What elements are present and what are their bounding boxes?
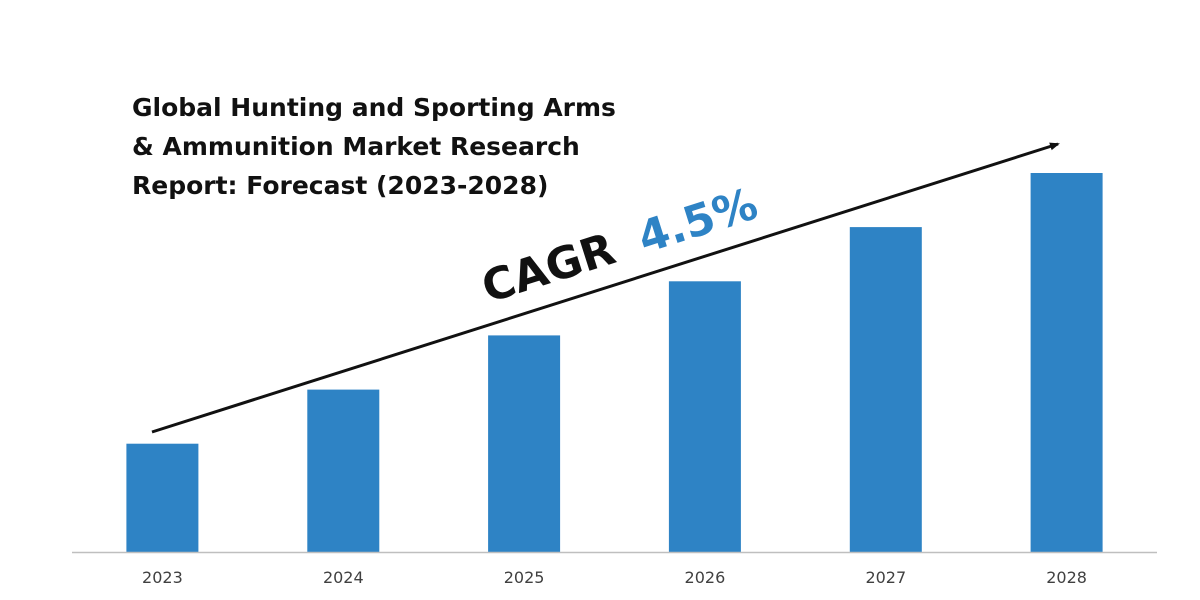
x-tick-label-2027: 2027	[865, 568, 906, 587]
cagr-value: 4.5%	[632, 178, 764, 264]
x-tick-label-2026: 2026	[685, 568, 726, 587]
x-tick-label-2025: 2025	[504, 568, 545, 587]
bar-2028	[1030, 173, 1103, 552]
chart-title-line-2: & Ammunition Market Research	[132, 132, 580, 161]
bar-2024	[307, 389, 380, 552]
trend-arrow	[151, 142, 1060, 434]
bars-layer	[126, 173, 1103, 552]
chart-title-line-1: Global Hunting and Sporting Arms	[132, 93, 616, 122]
cagr-label: CAGR	[476, 224, 621, 314]
x-tick-labels: 2023 2024 2025 2026 2027 2028	[142, 568, 1087, 587]
bar-2027	[849, 227, 922, 552]
x-tick-label-2023: 2023	[142, 568, 183, 587]
bar-2026	[668, 281, 741, 552]
chart-title: Global Hunting and Sporting Arms & Ammun…	[132, 88, 652, 205]
x-tick-label-2028: 2028	[1046, 568, 1087, 587]
bar-2025	[488, 335, 561, 552]
x-tick-label-2024: 2024	[323, 568, 364, 587]
bar-2023	[126, 443, 199, 552]
chart-title-line-3: Report: Forecast (2023-2028)	[132, 171, 549, 200]
